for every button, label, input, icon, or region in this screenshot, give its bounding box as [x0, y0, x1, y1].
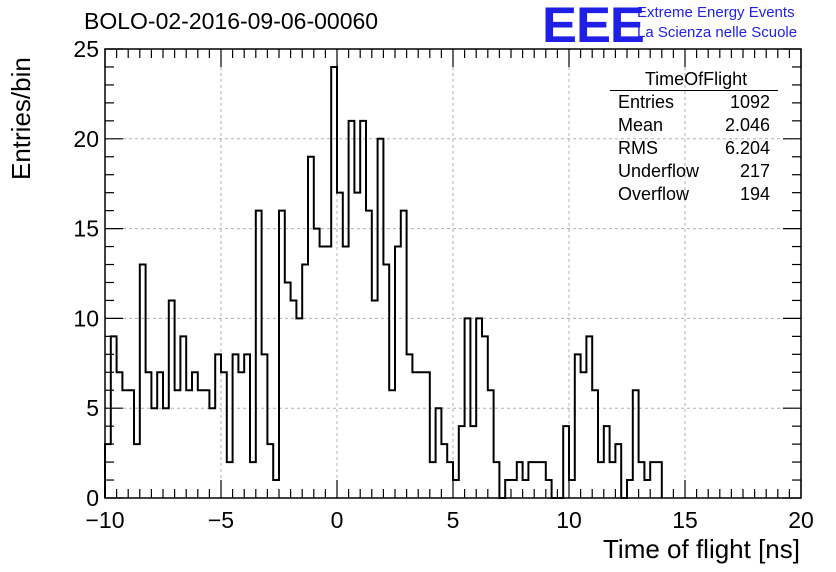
x-tick-label: 0: [331, 507, 344, 533]
stats-row-underflow: Underflow 217: [610, 160, 778, 183]
run-title: BOLO-02-2016-09-06-00060: [84, 8, 379, 34]
axis-ticks: [104, 48, 802, 499]
stats-label: Overflow: [618, 184, 690, 204]
x-tick-labels: −10 −5 0 5 10 15 20: [85, 507, 813, 533]
stats-row-rms: RMS 6.204: [610, 137, 778, 160]
stats-row-overflow: Overflow 194: [610, 183, 778, 206]
x-tick-label: −10: [85, 507, 124, 533]
logo-line-2: La Scienza nelle Scuole: [637, 24, 798, 41]
y-tick-labels: 0 5 10 15 20 25: [73, 36, 99, 511]
stats-row-entries: Entries 1092: [610, 91, 778, 114]
stats-title: TimeOfFlight: [610, 68, 778, 91]
x-axis-label: Time of flight [ns]: [603, 534, 800, 564]
stats-box: TimeOfFlight Entries 1092 Mean 2.046 RMS…: [610, 68, 778, 206]
stats-row-mean: Mean 2.046: [610, 114, 778, 137]
stats-label: Mean: [618, 115, 664, 135]
stats-value: 2.046: [724, 115, 770, 135]
y-tick-label: 15: [73, 216, 99, 242]
y-axis-label: Entries/bin: [6, 57, 36, 180]
x-tick-label: 20: [788, 507, 814, 533]
stats-label: Entries: [618, 92, 675, 112]
y-tick-label: 10: [73, 305, 99, 331]
eee-logo: EEE: [542, 0, 645, 53]
stats-value: 194: [739, 184, 770, 204]
stats-label: Underflow: [618, 161, 700, 181]
y-tick-label: 5: [86, 395, 99, 421]
logo-line-1: Extreme Energy Events: [637, 4, 795, 21]
x-tick-label: −5: [208, 507, 234, 533]
x-tick-label: 5: [447, 507, 460, 533]
stats-value: 1092: [729, 92, 770, 112]
y-tick-label: 0: [86, 485, 99, 511]
histogram-step-line: [104, 65, 663, 499]
stats-label: RMS: [618, 138, 658, 158]
x-tick-label: 15: [672, 507, 698, 533]
stats-value: 217: [739, 161, 770, 181]
y-tick-label: 25: [73, 36, 99, 62]
stats-value: 6.204: [724, 138, 770, 158]
y-tick-label: 20: [73, 126, 99, 152]
x-tick-label: 10: [556, 507, 582, 533]
